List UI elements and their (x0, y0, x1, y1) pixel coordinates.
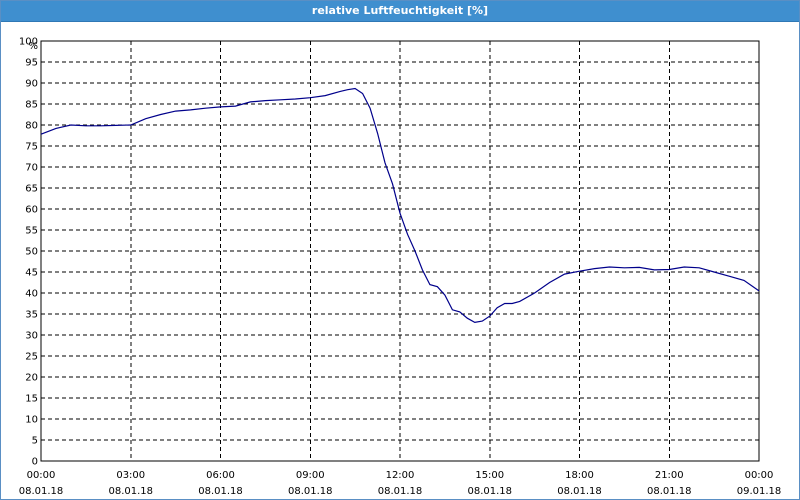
y-tick-label: 35 (25, 310, 38, 321)
y-tick-label: 25 (25, 352, 38, 363)
window-title: relative Luftfeuchtigkeit [%] (1, 1, 799, 22)
y-tick-label: 10 (25, 415, 38, 426)
y-tick-label: 75 (25, 142, 38, 153)
y-tick-label: 85 (25, 100, 38, 111)
y-tick-label: 90 (25, 79, 38, 90)
y-tick-label: 60 (25, 205, 38, 216)
x-tick-time-label: 21:00 (655, 470, 684, 481)
y-tick-label: 70 (25, 163, 38, 174)
plot-frame (40, 40, 760, 462)
x-tick-date-label: 09.01.18 (737, 486, 782, 497)
x-tick-date-label: 08.01.18 (198, 486, 243, 497)
y-tick-label: 55 (25, 226, 38, 237)
x-tick-time-label: 06:00 (206, 470, 235, 481)
y-tick-label: 50 (25, 247, 38, 258)
x-tick-time-label: 03:00 (116, 470, 145, 481)
x-tick-date-label: 08.01.18 (19, 486, 64, 497)
x-tick-time-label: 00:00 (745, 470, 774, 481)
y-tick-label: 80 (25, 121, 38, 132)
x-tick-date-label: 08.01.18 (288, 486, 333, 497)
y-tick-label: 40 (25, 289, 38, 300)
y-tick-label: 15 (25, 394, 38, 405)
x-tick-time-label: 15:00 (475, 470, 504, 481)
x-tick-date-label: 08.01.18 (467, 486, 512, 497)
x-tick-date-label: 08.01.18 (647, 486, 692, 497)
y-tick-label: 45 (25, 268, 38, 279)
y-tick-label: 95 (25, 58, 38, 69)
x-tick-date-label: 08.01.18 (557, 486, 602, 497)
x-tick-time-label: 09:00 (296, 470, 325, 481)
x-tick-time-label: 18:00 (565, 470, 594, 481)
y-tick-label: 20 (25, 373, 38, 384)
series-line (40, 87, 760, 324)
x-tick-time-label: 12:00 (386, 470, 415, 481)
y-tick-label: 65 (25, 184, 38, 195)
y-tick-label: 100 (19, 37, 38, 48)
y-axis-label: % (28, 41, 38, 52)
x-tick-time-label: 00:00 (27, 470, 56, 481)
x-tick-date-label: 08.01.18 (378, 486, 423, 497)
y-tick-label: 30 (25, 331, 38, 342)
y-tick-label: 0 (32, 457, 38, 468)
x-tick-date-label: 08.01.18 (108, 486, 153, 497)
y-tick-label: 5 (32, 436, 38, 447)
